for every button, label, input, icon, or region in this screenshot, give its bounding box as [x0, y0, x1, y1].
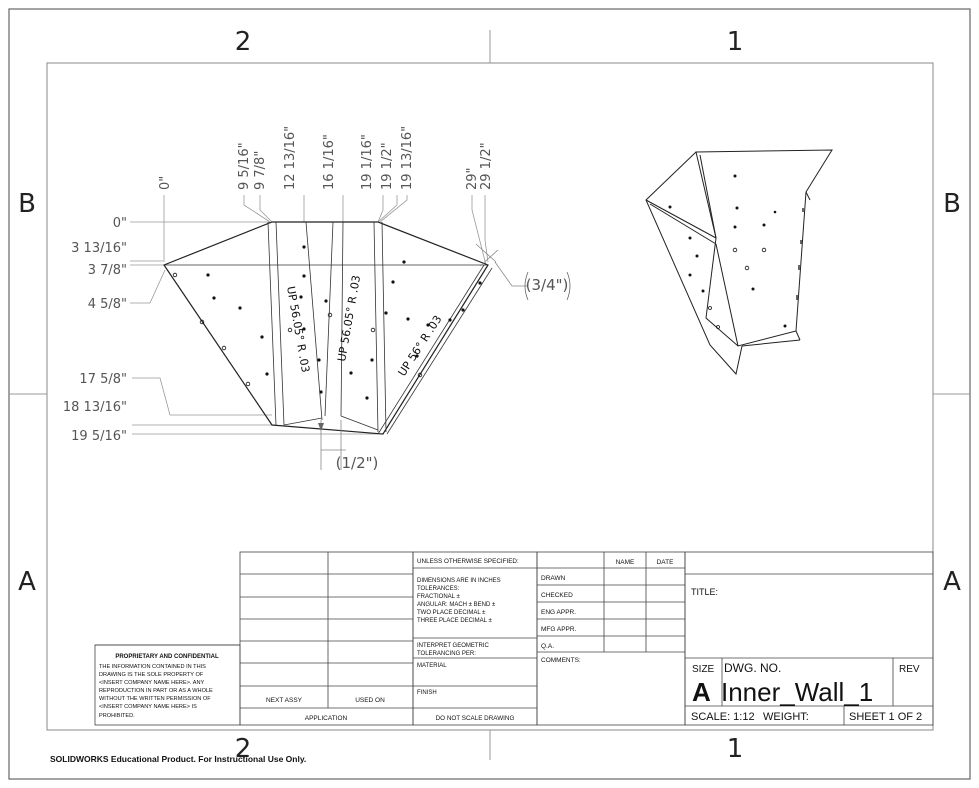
- proprietary-line-7: PROHIBITED.: [99, 713, 135, 719]
- title-block: [94, 551, 934, 726]
- dim-v-18-13-16: 18 13/16": [63, 400, 127, 415]
- isometric-view: [645, 149, 833, 376]
- mfg-appr-label: MFG APPR.: [541, 626, 577, 633]
- finish-label: FINISH: [417, 690, 437, 696]
- dwg-number: Inner_Wall_1: [721, 677, 873, 707]
- proprietary-title: PROPRIETARY AND CONFIDENTIAL: [115, 654, 219, 660]
- proprietary-line-4: REPRODUCTION IN PART OR AS A WHOLE: [99, 688, 213, 694]
- dim-h-9-7-8: 9 7/8": [253, 151, 268, 190]
- title-label: TITLE:: [691, 587, 718, 597]
- size-value: A: [692, 677, 711, 707]
- interpret-line-1: INTERPRET GEOMETRIC: [417, 643, 490, 649]
- comments-label: COMMENTS:: [541, 657, 581, 664]
- dim-h-9-5-16: 9 5/16": [237, 142, 252, 190]
- qa-label: Q.A.: [541, 643, 554, 650]
- unless-specified-label: UNLESS OTHERWISE SPECIFIED:: [417, 558, 519, 565]
- proprietary-line-6: <INSERT COMPANY NAME HERE> IS: [99, 704, 197, 710]
- ref-dim-one-half: (1/2"): [336, 454, 379, 472]
- zone-bottom-1: 1: [727, 734, 744, 764]
- date-header: DATE: [657, 559, 675, 566]
- used-on-label: USED ON: [355, 697, 385, 704]
- ref-dim-three-quarter: (3/4"): [526, 276, 569, 294]
- next-assy-label: NEXT ASSY: [266, 697, 303, 704]
- zone-bottom-2: 2: [235, 734, 252, 764]
- rev-label: REV: [899, 664, 920, 675]
- proprietary-line-2: DRAWING IS THE SOLE PROPERTY OF: [99, 672, 204, 678]
- checked-label: CHECKED: [541, 592, 573, 599]
- dim-v-19-5-16: 19 5/16": [71, 429, 127, 444]
- dim-h-19-13-16: 19 13/16": [400, 126, 415, 190]
- sheet-label: SHEET 1 OF 2: [849, 711, 922, 723]
- dim-h-12-13-16: 12 13/16": [283, 126, 298, 190]
- weight-label: WEIGHT:: [763, 711, 809, 723]
- dim-v-3-13-16: 3 13/16": [71, 241, 127, 256]
- zone-left-b: B: [18, 189, 36, 219]
- dim-h-19-1-2: 19 1/2": [380, 142, 395, 190]
- material-label: MATERIAL: [417, 663, 447, 669]
- dim-v-17-5-8: 17 5/8": [79, 372, 127, 387]
- dims-line-1: DIMENSIONS ARE IN INCHES: [417, 578, 501, 584]
- scale-label: SCALE: 1:12: [691, 711, 755, 723]
- proprietary-line-3: <INSERT COMPANY NAME HERE>. ANY: [99, 680, 205, 686]
- dim-h-29-1-2: 29 1/2": [479, 142, 494, 190]
- dwg-no-label: DWG. NO.: [724, 661, 781, 675]
- zone-right-b: B: [943, 189, 961, 219]
- size-label: SIZE: [692, 664, 715, 675]
- interpret-line-2: TOLERANCING PER:: [417, 651, 476, 657]
- drawn-label: DRAWN: [541, 575, 566, 582]
- dim-h-16-1-16: 16 1/16": [322, 134, 337, 190]
- flat-pattern-view: (3/4") (1/2") UP 56.05° R .03 UP 56.05° …: [63, 126, 571, 472]
- dims-line-4: ANGULAR: MACH ± BEND ±: [417, 602, 496, 608]
- application-label: APPLICATION: [305, 715, 348, 722]
- dims-line-3: FRACTIONAL ±: [417, 594, 460, 600]
- dim-h-0: 0": [158, 176, 173, 190]
- zone-left-a: A: [18, 567, 36, 597]
- dim-h-29: 29": [465, 167, 480, 190]
- proprietary-line-1: THE INFORMATION CONTAINED IN THIS: [99, 664, 206, 670]
- zone-top-1: 1: [727, 27, 744, 57]
- dims-line-5: TWO PLACE DECIMAL ±: [417, 610, 486, 616]
- dims-line-2: TOLERANCES:: [417, 586, 460, 592]
- name-header: NAME: [616, 559, 635, 566]
- eng-appr-label: ENG APPR.: [541, 609, 576, 616]
- zone-top-2: 2: [235, 27, 252, 57]
- dim-v-3-7-8: 3 7/8": [88, 263, 127, 278]
- zone-right-a: A: [943, 567, 961, 597]
- do-not-scale-label: DO NOT SCALE DRAWING: [436, 715, 515, 722]
- dims-line-6: THREE PLACE DECIMAL ±: [417, 618, 492, 624]
- bend-note-2: UP 56.05° R .03: [335, 274, 363, 362]
- dim-v-4-5-8: 4 5/8": [88, 297, 127, 312]
- dim-v-0: 0": [113, 216, 127, 231]
- proprietary-line-5: WITHOUT THE WRITTEN PERMISSION OF: [99, 696, 211, 702]
- educational-footer: SOLIDWORKS Educational Product. For Inst…: [50, 754, 306, 764]
- dim-h-19-1-16: 19 1/16": [360, 134, 375, 190]
